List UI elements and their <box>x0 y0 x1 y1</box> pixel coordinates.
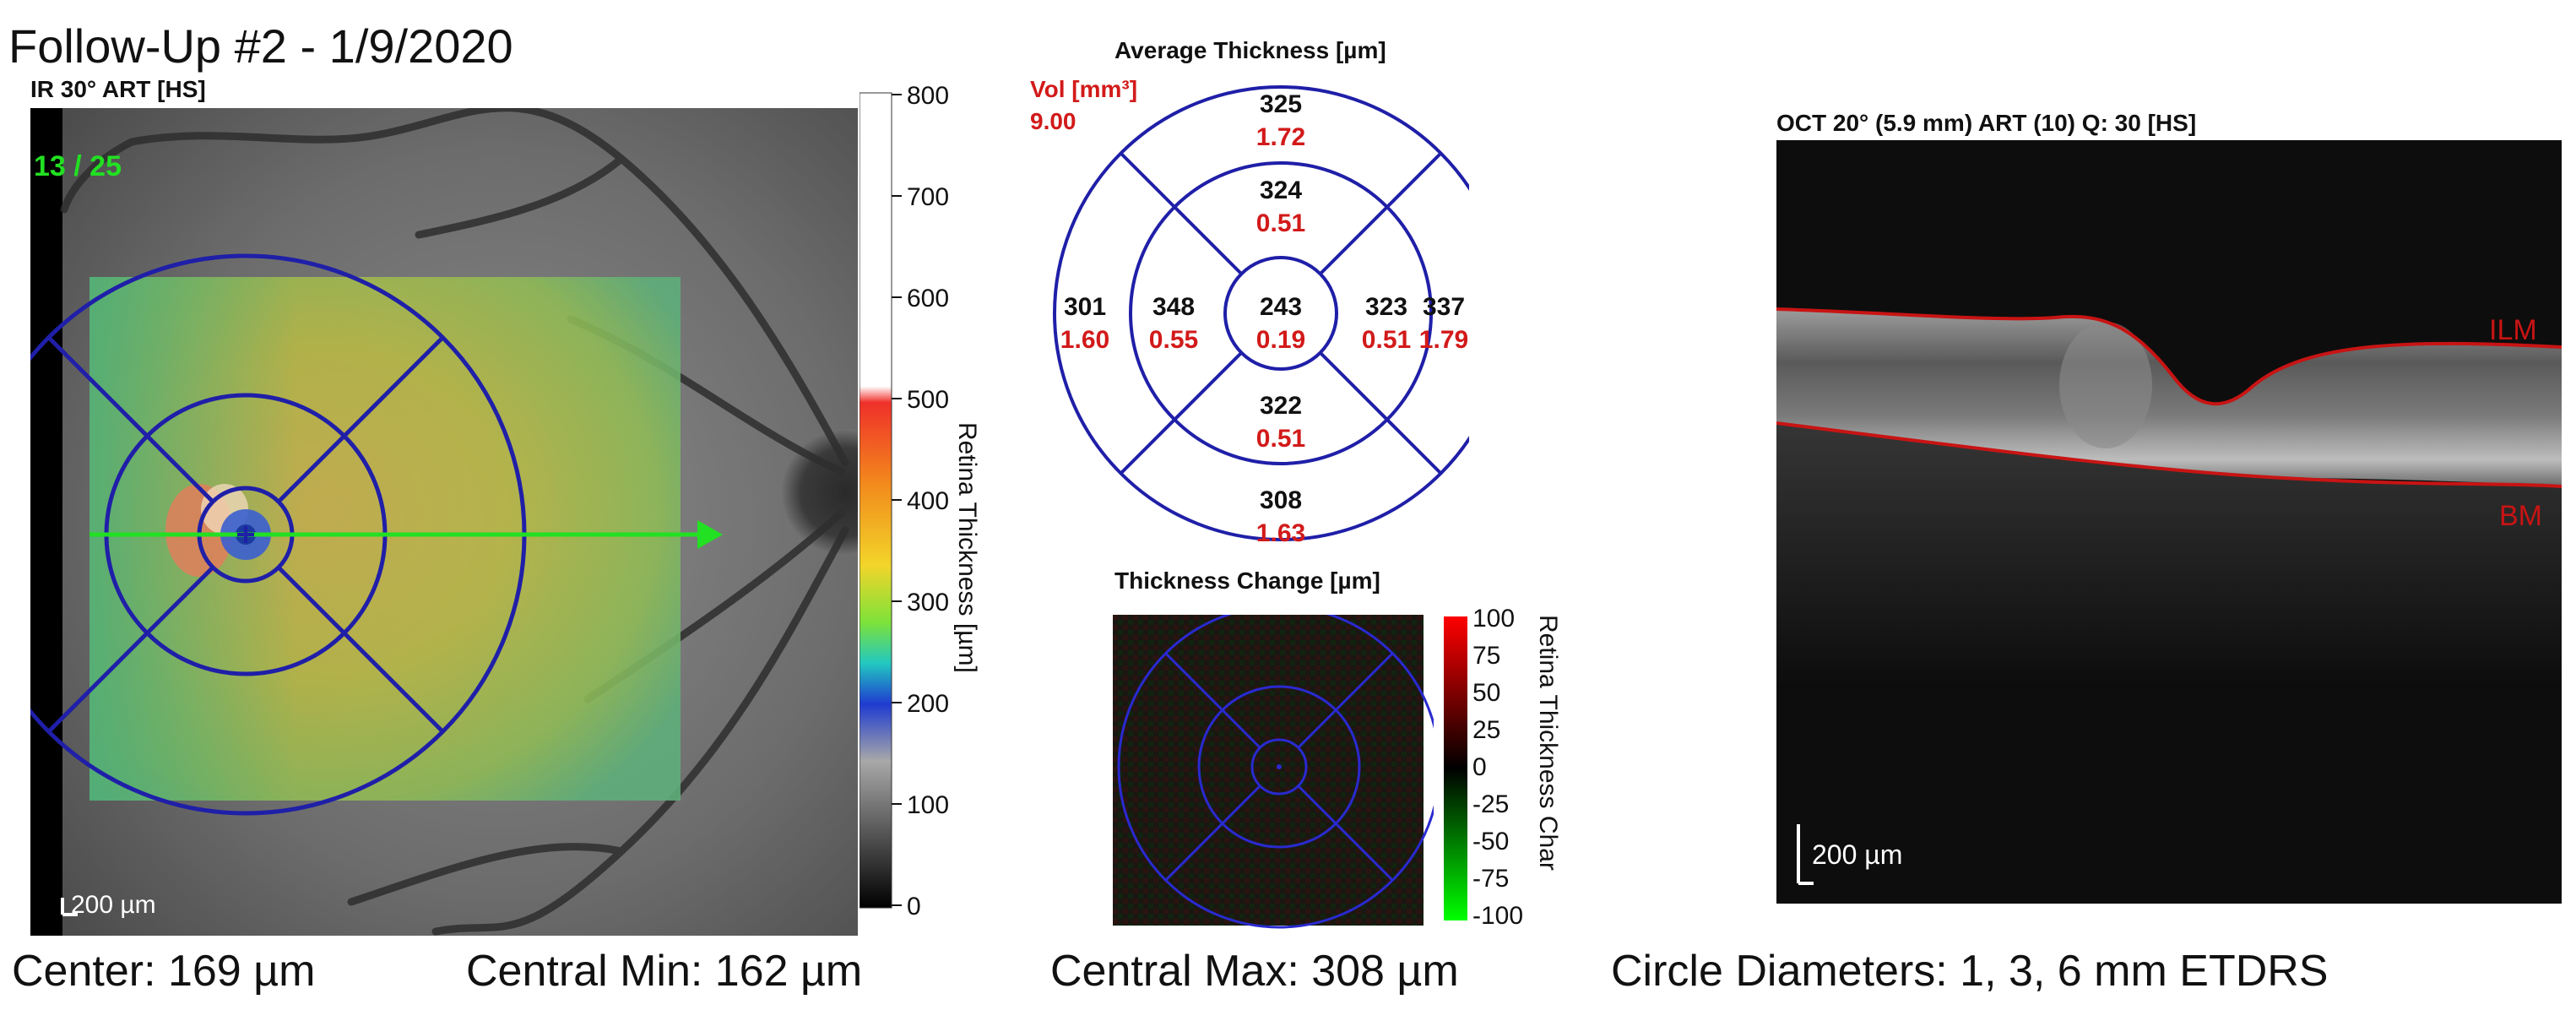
inner-right-volume: 0.51 <box>1362 326 1411 354</box>
outer-right-volume: 1.79 <box>1419 326 1468 354</box>
inner-left-volume: 0.55 <box>1149 326 1198 354</box>
center-volume: 0.19 <box>1256 326 1305 354</box>
oct-panel-label: OCT 20° (5.9 mm) ART (10) Q: 30 [HS] <box>1776 110 2197 136</box>
colorbar-title: Retina Thickness [µm] <box>953 422 981 673</box>
change-colorbar-tick: -50 <box>1472 828 1509 855</box>
ir-scale-label: 200 µm <box>71 891 156 919</box>
colorbar-tick: 700 <box>907 183 949 211</box>
circle-diameters-readout: Circle Diameters: 1, 3, 6 mm ETDRS <box>1611 947 2329 996</box>
colorbar-tick: 300 <box>907 589 949 616</box>
change-colorbar-tick: 0 <box>1472 753 1487 781</box>
colorbar-tick: 400 <box>907 487 949 515</box>
outer-superior-volume: 1.72 <box>1256 123 1305 151</box>
colorbar-tick: 500 <box>907 386 949 414</box>
bm-label: BM <box>2499 500 2542 532</box>
oct-scale-label: 200 µm <box>1812 839 1903 870</box>
optic-disc <box>782 429 858 556</box>
thickness-colorbar: 800 700 600 500 400 300 200 100 0 Retina… <box>860 84 981 920</box>
thickness-change-map[interactable] <box>1113 615 1434 936</box>
change-colorbar-tick: -100 <box>1472 902 1523 930</box>
change-colorbar-tick: -25 <box>1472 790 1509 818</box>
ilm-boundary-line <box>1776 307 2562 406</box>
center-thickness: 243 <box>1260 293 1302 321</box>
ir-scale-bar <box>61 898 78 916</box>
colorbar-tick: 100 <box>907 791 949 819</box>
thickness-change-title: Thickness Change [µm] <box>1114 567 1380 594</box>
outer-inferior-volume: 1.63 <box>1256 519 1305 547</box>
avg-thickness-title: Average Thickness [µm] <box>1114 37 1386 63</box>
inner-inferior-thickness: 322 <box>1260 392 1302 420</box>
inner-inferior-volume: 0.51 <box>1256 425 1305 453</box>
frame-counter: 13 / 25 <box>34 150 122 182</box>
outer-left-volume: 1.60 <box>1060 326 1109 354</box>
ir-fundus-image[interactable] <box>30 108 858 936</box>
scan-position-arrow[interactable] <box>89 520 723 549</box>
oct-bscan-image[interactable] <box>1776 140 2562 904</box>
center-crosshair-icon <box>237 526 254 543</box>
volume-label: Vol [mm³] <box>1030 76 1138 102</box>
colorbar-tick: 200 <box>907 690 949 718</box>
oct-scale-bar <box>1797 824 1814 885</box>
volume-total: 9.00 <box>1030 108 1076 134</box>
colorbar-tick: 800 <box>907 84 949 110</box>
change-colorbar-title: Retina Thickness Char <box>1534 615 1562 871</box>
ilm-label: ILM <box>2489 314 2537 346</box>
change-colorbar-tick: 100 <box>1472 608 1515 633</box>
bm-boundary-line <box>1776 421 2562 488</box>
outer-inferior-thickness: 308 <box>1260 486 1302 514</box>
outer-left-thickness: 301 <box>1064 293 1106 321</box>
change-colorbar-tick: 25 <box>1472 716 1500 744</box>
outer-superior-thickness: 325 <box>1260 90 1302 118</box>
change-colorbar-tick: 75 <box>1472 642 1500 670</box>
report-title: Follow-Up #2 - 1/9/2020 <box>8 19 513 73</box>
center-thickness-readout: Center: 169 µm <box>12 947 316 996</box>
etdrs-average-thickness-chart: 325 1.72 324 0.51 301 1.60 348 0.55 243 … <box>1053 85 1469 547</box>
colorbar-tick: 600 <box>907 285 949 312</box>
inner-superior-volume: 0.51 <box>1256 209 1305 237</box>
outer-right-thickness: 337 <box>1423 293 1465 321</box>
change-colorbar-tick: 50 <box>1472 679 1500 707</box>
inner-left-thickness: 348 <box>1152 293 1195 321</box>
central-max-readout: Central Max: 308 µm <box>1050 947 1459 996</box>
inner-right-thickness: 323 <box>1365 293 1407 321</box>
ir-panel-label: IR 30° ART [HS] <box>30 76 206 102</box>
retinal-vessels <box>60 108 849 936</box>
colorbar-tick: 0 <box>907 893 921 920</box>
thickness-change-colorbar: 100 75 50 25 0 -25 -50 -75 -100 Retina T… <box>1444 608 1562 930</box>
inner-superior-thickness: 324 <box>1260 176 1302 204</box>
change-colorbar-tick: -75 <box>1472 865 1509 893</box>
central-min-readout: Central Min: 162 µm <box>466 947 863 996</box>
